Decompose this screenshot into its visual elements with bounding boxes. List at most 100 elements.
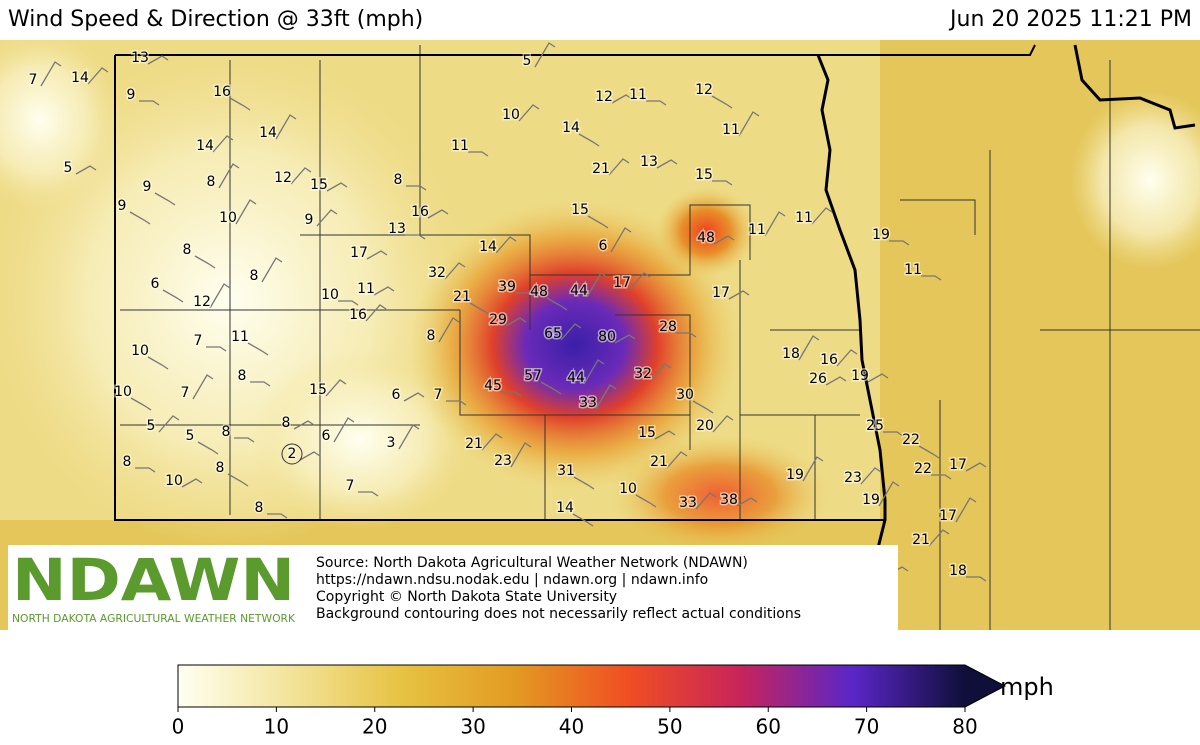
colorbar-outline [177,664,1007,708]
station-value: 32 [634,366,652,382]
wind-barb [403,392,425,402]
station-value: 19 [786,467,804,483]
wind-barb [518,104,540,122]
wind-barb [333,417,355,443]
wind-barb [629,272,651,290]
station-value: 9 [143,179,152,195]
wind-barb [209,283,231,309]
wind-barb [764,211,786,237]
wind-barb [608,158,630,176]
colorbar-tick-label: 80 [952,715,977,739]
station-value: 12 [695,82,713,98]
station-value: 11 [722,122,740,138]
wind-barb [889,240,910,246]
wind-barb [158,415,180,433]
wind-barb [540,381,562,395]
wind-barb [595,384,617,410]
wind-barb [692,400,714,414]
station-value: 3 [387,435,396,451]
wind-barb [398,424,420,450]
wind-barb [446,400,467,406]
station-value: 12 [193,294,211,310]
station-value: 11 [904,262,922,278]
station-value: 11 [357,281,375,297]
wind-barb [147,356,169,370]
colorbar: 0 10 20 30 40 50 60 70 80 mph [172,664,1054,739]
wind-barb [87,67,109,85]
wind-barb [40,61,62,87]
credit-line: Source: North Dakota Agricultural Weathe… [316,555,748,571]
station-value: 6 [599,238,608,254]
station-value: 11 [629,87,647,103]
wind-barb [75,165,97,175]
wind-barb [811,207,833,225]
station-value: 8 [216,460,225,476]
station-value: 16 [820,352,838,368]
station-value: 7 [434,387,443,403]
station-value: 57 [524,368,542,384]
station-value: 6 [322,428,331,444]
station-value: 11 [231,329,249,345]
colorbar-tick-label: 40 [559,715,584,739]
station-value: 8 [238,368,247,384]
colorbar-fill [178,665,965,707]
wind-barb [928,529,950,547]
station-value: 25 [866,418,884,434]
wind-barb [229,97,251,111]
wind-barb [560,323,582,341]
wind-barb [586,272,608,298]
station-value: 8 [255,500,264,516]
wind-barb [406,185,427,191]
colorbar-tick-label: 50 [657,715,682,739]
wind-barb [481,433,503,451]
station-value: 17 [712,285,730,301]
station-value: 22 [914,461,932,477]
station-value: 8 [394,172,403,188]
credit-box [8,545,898,630]
station-value: 17 [949,457,967,473]
wind-barb [646,100,667,106]
wind-barb [139,100,160,106]
credit-line: https://ndawn.ndsu.nodak.edu | ndawn.org… [316,572,708,588]
station-value: 13 [388,221,406,237]
wind-barb [261,257,283,283]
wind-barb [194,255,216,269]
credit-line: Background contouring does not necessari… [316,606,801,622]
station-value: 18 [782,346,800,362]
station-value: 8 [427,328,436,344]
wind-barb [656,159,678,169]
station-value: 7 [181,385,190,401]
colorbar-tick-label: 70 [854,715,879,739]
wind-barb [326,182,348,192]
station-value: 10 [131,343,149,359]
wind-barb [676,332,697,338]
station-value: 39 [498,279,516,295]
wind-barb [444,262,466,280]
station-value: 33 [579,395,597,411]
wind-barb [614,334,636,344]
station-value: 45 [484,378,502,394]
colorbar-extend [965,665,1005,707]
station-value: 21 [650,454,668,470]
wind-barb [510,442,532,468]
wind-barb [650,363,672,381]
wind-barb [611,94,633,104]
wind-barb [192,374,214,400]
timestamp: Jun 20 2025 11:21 PM [948,7,1192,32]
station-value: 48 [530,284,548,300]
wind-barb [275,114,297,140]
station-value: 28 [659,319,677,335]
station-value: 17 [613,275,631,291]
wind-barb [293,420,315,430]
station-value: 8 [250,268,259,284]
calm-marker [281,443,303,465]
station-value: 21 [912,532,930,548]
wind-barb [654,430,676,440]
station-value: 10 [502,107,520,123]
logo-subtitle: NORTH DAKOTA AGRICULTURAL WEATHER NETWOR… [12,612,296,625]
station-value: 16 [411,204,429,220]
wind-barb [712,415,734,433]
station-value: 14 [196,138,214,154]
station-value: 21 [453,289,471,305]
